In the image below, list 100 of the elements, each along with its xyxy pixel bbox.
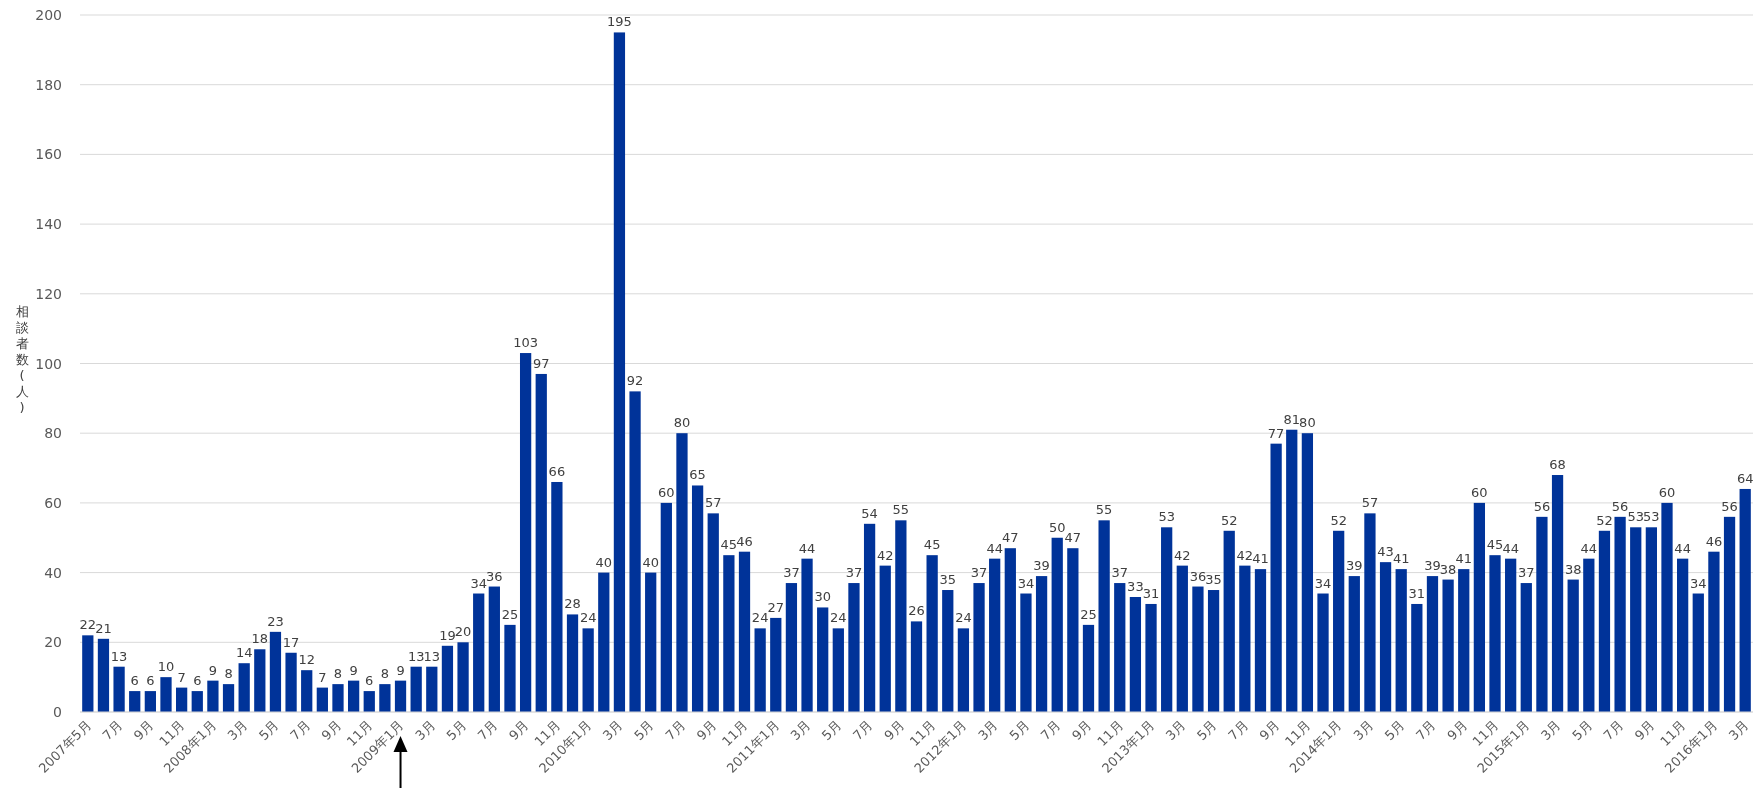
bar	[1176, 565, 1188, 712]
bar	[1551, 475, 1564, 712]
bar	[691, 485, 704, 712]
data-label: 42	[1174, 547, 1191, 563]
bar	[1114, 583, 1126, 712]
bar	[269, 631, 282, 712]
bar	[1035, 576, 1048, 712]
bar	[957, 628, 970, 712]
bar	[1239, 565, 1251, 712]
data-label: 30	[814, 589, 831, 605]
bar	[363, 691, 375, 712]
bar	[1223, 530, 1235, 712]
bar	[1348, 576, 1360, 712]
bar	[770, 617, 782, 712]
bar	[1630, 527, 1642, 712]
bar	[1442, 579, 1454, 712]
data-label: 39	[1424, 558, 1441, 574]
bar	[1739, 488, 1751, 712]
bar	[379, 684, 391, 712]
bar	[676, 433, 688, 712]
data-label: 34	[1690, 575, 1707, 591]
bar	[1473, 502, 1486, 712]
data-label: 21	[95, 620, 112, 636]
bar	[301, 670, 313, 712]
data-label: 80	[1299, 415, 1316, 431]
data-label: 64	[1736, 470, 1754, 486]
x-tick-label: 9月	[130, 717, 157, 744]
data-label: 38	[1564, 561, 1582, 577]
data-label: 55	[892, 502, 910, 518]
data-label: 41	[1252, 551, 1269, 567]
data-label: 6	[365, 673, 374, 689]
data-label: 35	[939, 572, 957, 588]
bar	[160, 677, 172, 712]
x-tick-label: 9月	[1631, 717, 1658, 744]
bar	[738, 551, 751, 712]
y-tick-label: 100	[35, 355, 62, 372]
x-tick-label: 3月	[412, 717, 438, 744]
data-label: 28	[564, 596, 581, 612]
x-tick-label: 5月	[255, 717, 282, 744]
data-label: 60	[1658, 484, 1676, 500]
bar	[1395, 569, 1407, 712]
data-label: 35	[1205, 572, 1222, 588]
x-tick-label: 7月	[1600, 717, 1627, 744]
y-tick-label: 20	[44, 634, 62, 651]
bar	[832, 628, 844, 712]
bar	[942, 590, 954, 712]
data-label: 19	[439, 627, 456, 643]
x-tick-label: 5月	[443, 717, 470, 744]
bar	[1661, 502, 1673, 712]
bar	[1301, 433, 1314, 712]
x-tick-label: 3月	[1350, 717, 1377, 744]
bar	[347, 680, 360, 712]
bar	[1098, 520, 1110, 712]
bar	[1051, 537, 1063, 712]
x-tick-label: 5月	[1381, 717, 1408, 744]
data-label: 38	[1439, 561, 1457, 577]
y-axis-title: 相談者数(人)	[15, 303, 29, 415]
data-label: 92	[626, 373, 644, 389]
data-label: 60	[658, 484, 675, 500]
data-label: 103	[513, 335, 539, 351]
x-tick-label: 7月	[474, 717, 501, 744]
data-label: 77	[1267, 425, 1285, 441]
bar	[285, 652, 297, 712]
data-label: 33	[1127, 578, 1144, 594]
bar	[1505, 558, 1517, 712]
x-tick-label: 3月	[787, 717, 814, 744]
bar	[910, 621, 923, 712]
data-label: 8	[380, 666, 390, 682]
data-label: 8	[333, 666, 343, 682]
data-label: 37	[845, 565, 863, 581]
y-tick-label: 160	[35, 146, 62, 163]
x-tick-label: 9月	[318, 717, 345, 744]
data-label: 6	[193, 673, 202, 689]
data-label: 23	[267, 613, 284, 629]
bar	[754, 628, 766, 712]
data-label: 25	[1080, 606, 1097, 622]
data-label: 43	[1377, 544, 1394, 560]
x-tick-label: 5月	[818, 717, 845, 744]
data-label: 53	[1643, 509, 1660, 525]
x-tick-label: 7月	[1412, 717, 1439, 744]
data-label: 44	[1502, 540, 1519, 556]
bar	[1708, 551, 1720, 712]
bar	[1411, 603, 1423, 712]
data-label: 34	[1314, 575, 1332, 591]
y-tick-label: 200	[35, 7, 62, 23]
x-tick-label: 7月	[1225, 717, 1251, 744]
data-label: 31	[1142, 585, 1160, 601]
data-label: 41	[1392, 551, 1410, 567]
bar	[973, 583, 985, 712]
data-label: 13	[423, 648, 441, 664]
bar	[1333, 530, 1345, 712]
x-tick-label: 9月	[1444, 717, 1470, 744]
bar	[441, 645, 454, 712]
bar	[144, 691, 156, 712]
data-label: 9	[349, 662, 358, 678]
data-label: 26	[908, 603, 925, 619]
bar	[1489, 555, 1501, 712]
bar	[1286, 429, 1298, 712]
y-tick-label: 40	[44, 564, 62, 581]
data-label: 13	[110, 648, 128, 664]
